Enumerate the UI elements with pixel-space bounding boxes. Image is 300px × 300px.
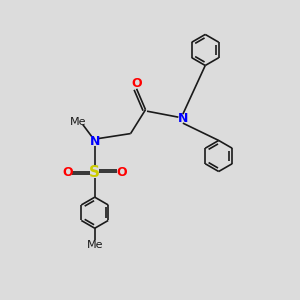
Text: N: N: [90, 134, 100, 148]
Text: N: N: [178, 112, 188, 125]
Text: Me: Me: [70, 117, 87, 127]
Text: S: S: [89, 165, 100, 180]
Text: O: O: [116, 166, 127, 179]
Text: O: O: [63, 166, 73, 179]
Text: Me: Me: [86, 240, 103, 250]
Text: O: O: [131, 77, 142, 90]
